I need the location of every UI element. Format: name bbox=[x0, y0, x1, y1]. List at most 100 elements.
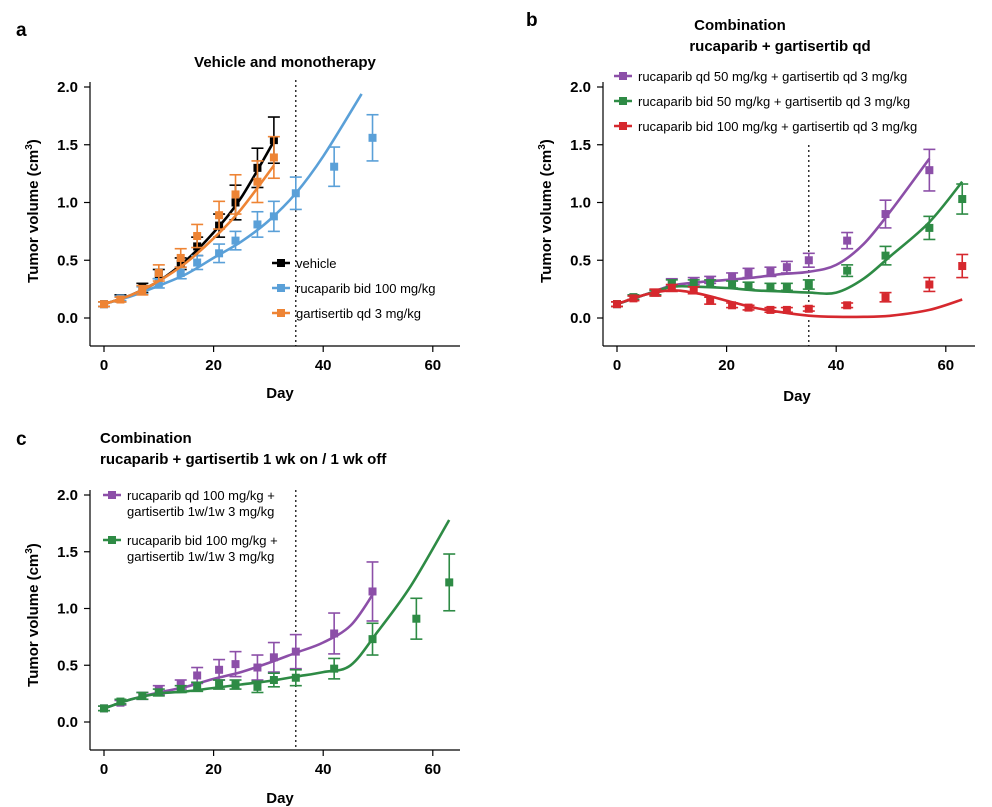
data-point bbox=[782, 305, 791, 314]
data-point bbox=[667, 279, 676, 288]
legend-label: rucaparib qd 50 mg/kg + gartisertib qd 3… bbox=[638, 69, 907, 84]
data-point bbox=[843, 301, 852, 310]
data-point bbox=[330, 664, 339, 673]
data-point bbox=[412, 614, 421, 623]
x-tick-label: 20 bbox=[205, 761, 222, 778]
panel-letter-b: b bbox=[526, 10, 538, 31]
data-point bbox=[176, 268, 185, 277]
data-point bbox=[231, 680, 240, 689]
data-point bbox=[291, 647, 300, 656]
legend: rucaparib qd 50 mg/kg + gartisertib qd 3… bbox=[614, 69, 917, 134]
data-point bbox=[215, 249, 224, 258]
data-point bbox=[881, 293, 890, 302]
y-tick-label: 2.0 bbox=[57, 79, 78, 96]
legend-item: gartisertib qd 3 mg/kg bbox=[272, 306, 421, 321]
legend-item: rucaparib bid 50 mg/kg + gartisertib qd … bbox=[614, 94, 910, 109]
legend-marker bbox=[619, 122, 627, 130]
fit-curve bbox=[616, 157, 931, 306]
data-point bbox=[116, 697, 125, 706]
data-point bbox=[804, 280, 813, 289]
panel-c-xlabel: Day bbox=[266, 790, 294, 807]
x-tick-label: 0 bbox=[100, 761, 108, 778]
legend-marker bbox=[619, 72, 627, 80]
x-tick-label: 40 bbox=[315, 761, 332, 778]
data-point bbox=[766, 267, 775, 276]
data-point bbox=[706, 296, 715, 305]
data-point bbox=[368, 587, 377, 596]
y-tick-label: 0.0 bbox=[57, 310, 78, 327]
data-point bbox=[253, 663, 262, 672]
y-tick-label: 2.0 bbox=[57, 487, 78, 504]
data-point bbox=[269, 212, 278, 221]
data-point bbox=[176, 685, 185, 694]
data-point bbox=[193, 258, 202, 267]
data-point bbox=[215, 680, 224, 689]
data-point bbox=[958, 262, 967, 271]
panel-c-plot: 0 20 40 60 0.0 0.5 1.0 1.5 2.0 rucaparib qd 100 m… bbox=[57, 487, 460, 778]
legend-label: rucaparib bid 50 mg/kg + gartisertib qd … bbox=[638, 94, 910, 109]
panel-b-ylabel: Tumor volume (cm3) bbox=[537, 139, 555, 283]
panel-b-xlabel: Day bbox=[783, 388, 811, 405]
panel-c-ylabel: Tumor volume (cm3) bbox=[24, 543, 42, 687]
y-tick-label: 0.5 bbox=[57, 252, 78, 269]
data-point bbox=[253, 682, 262, 691]
data-point bbox=[766, 282, 775, 291]
panel-b-plot: 0 20 40 60 0.0 0.5 1.0 1.5 2.0 rucaparib qd 50 mg… bbox=[570, 69, 975, 374]
data-point bbox=[445, 578, 454, 587]
y-tick-label: 1.5 bbox=[57, 544, 78, 561]
y-tick-label: 1.0 bbox=[57, 195, 78, 212]
legend-marker bbox=[108, 536, 116, 544]
legend-label: gartisertib qd 3 mg/kg bbox=[296, 306, 421, 321]
data-point bbox=[958, 195, 967, 204]
panel-letter-a: a bbox=[16, 20, 27, 41]
data-point bbox=[881, 210, 890, 219]
data-point bbox=[253, 177, 262, 186]
legend-marker bbox=[277, 309, 285, 317]
y-tick-label: 0.5 bbox=[57, 657, 78, 674]
data-point bbox=[689, 279, 698, 288]
data-point bbox=[651, 288, 660, 297]
data-point bbox=[728, 280, 737, 289]
panel-b-title: Combination bbox=[694, 17, 786, 34]
legend: rucaparib qd 100 mg/kg +gartisertib 1w/1… bbox=[103, 488, 278, 564]
data-point bbox=[176, 680, 185, 689]
data-point bbox=[766, 305, 775, 314]
data-point bbox=[138, 286, 147, 295]
data-point bbox=[728, 301, 737, 310]
data-point bbox=[804, 304, 813, 313]
data-point bbox=[804, 256, 813, 265]
fit-curve bbox=[103, 164, 275, 306]
y-tick-label: 1.0 bbox=[57, 601, 78, 618]
data-point bbox=[782, 263, 791, 272]
panel-a-ylabel: Tumor volume (cm3) bbox=[24, 139, 42, 283]
data-point bbox=[100, 300, 108, 309]
legend-label: gartisertib 1w/1w 3 mg/kg bbox=[127, 504, 274, 519]
data-point bbox=[728, 272, 737, 281]
y-tick-label: 0.5 bbox=[570, 252, 591, 269]
y-tick-label: 1.5 bbox=[57, 137, 78, 154]
data-point bbox=[231, 190, 240, 199]
legend-label: gartisertib 1w/1w 3 mg/kg bbox=[127, 549, 274, 564]
x-tick-label: 0 bbox=[100, 357, 108, 374]
series-red bbox=[611, 253, 969, 319]
data-point bbox=[881, 251, 890, 260]
data-point bbox=[330, 162, 339, 171]
legend-marker bbox=[108, 491, 116, 499]
x-tick-label: 60 bbox=[937, 357, 954, 374]
x-tick-label: 40 bbox=[828, 357, 845, 374]
data-point bbox=[231, 236, 240, 245]
fit-curve bbox=[103, 140, 276, 306]
panel-c-title: Combination bbox=[100, 430, 192, 447]
data-point bbox=[629, 294, 638, 303]
legend-marker bbox=[277, 259, 285, 267]
data-point bbox=[744, 268, 753, 277]
data-point bbox=[925, 280, 934, 289]
legend-marker bbox=[277, 284, 285, 292]
panel-b-subtitle: rucaparib + gartisertib qd bbox=[689, 38, 870, 55]
panel-letter-c: c bbox=[16, 429, 27, 450]
legend-label: rucaparib qd 100 mg/kg + bbox=[127, 488, 275, 503]
data-point bbox=[154, 279, 163, 288]
legend-label: vehicle bbox=[296, 256, 336, 271]
series-orange bbox=[98, 135, 280, 309]
